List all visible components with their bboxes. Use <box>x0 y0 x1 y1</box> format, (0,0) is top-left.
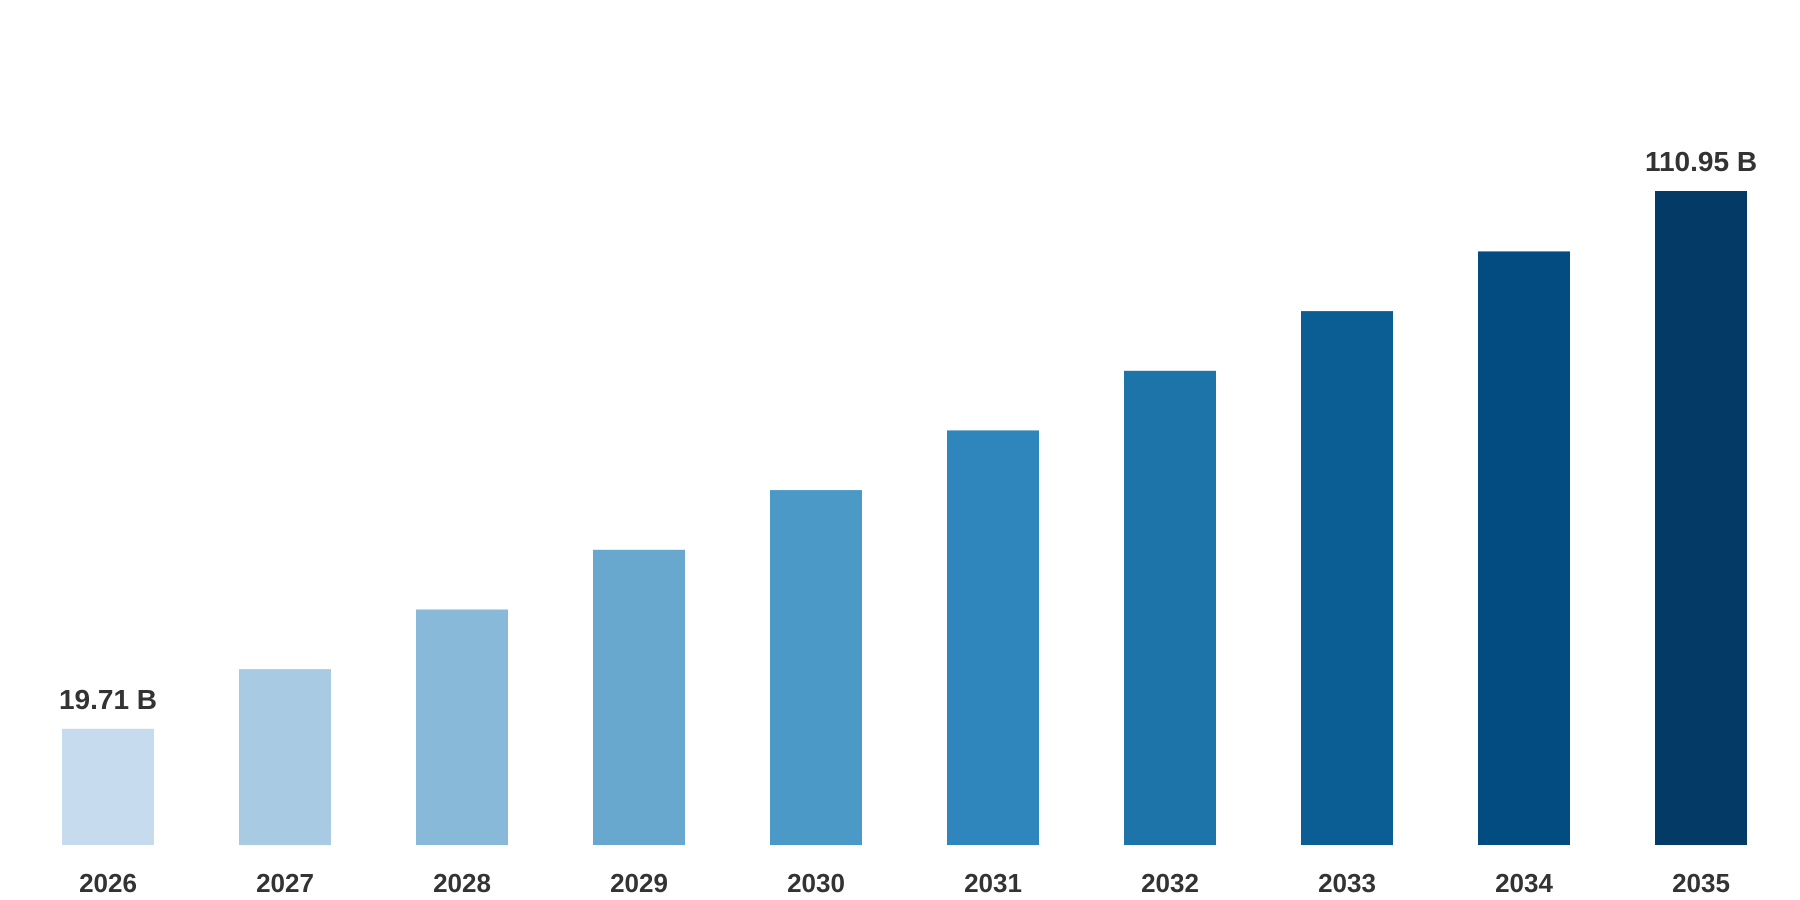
data-label-2035: 110.95 B <box>1645 146 1757 177</box>
bar-2026 <box>62 728 154 845</box>
x-tick-label-2027: 2027 <box>256 868 314 898</box>
x-tick-label-2034: 2034 <box>1495 868 1553 898</box>
bar-2035 <box>1655 191 1747 845</box>
bar-2028 <box>416 609 508 845</box>
x-tick-label-2035: 2035 <box>1672 868 1730 898</box>
x-tick-label-2033: 2033 <box>1318 868 1376 898</box>
x-axis-tick-labels: 2026 2027 2028 2029 2030 2031 2032 2033 2034 2035 <box>79 868 1730 898</box>
bar-2029 <box>593 549 685 845</box>
x-tick-label-2029: 2029 <box>610 868 668 898</box>
bar-2030 <box>770 490 862 845</box>
bar-2027 <box>239 669 331 845</box>
x-tick-label-2030: 2030 <box>787 868 845 898</box>
bar-2034 <box>1478 251 1570 845</box>
data-label-2026: 19.71 B <box>59 684 157 715</box>
x-tick-label-2032: 2032 <box>1141 868 1199 898</box>
x-tick-label-2028: 2028 <box>433 868 491 898</box>
x-tick-label-2026: 2026 <box>79 868 137 898</box>
bar-2033 <box>1301 311 1393 846</box>
data-labels-layer: 19.71 B 110.95 B <box>59 146 1757 715</box>
bar-2031 <box>947 430 1039 845</box>
bar-2032 <box>1124 370 1216 845</box>
bars-layer <box>62 191 1747 846</box>
x-tick-label-2031: 2031 <box>964 868 1022 898</box>
